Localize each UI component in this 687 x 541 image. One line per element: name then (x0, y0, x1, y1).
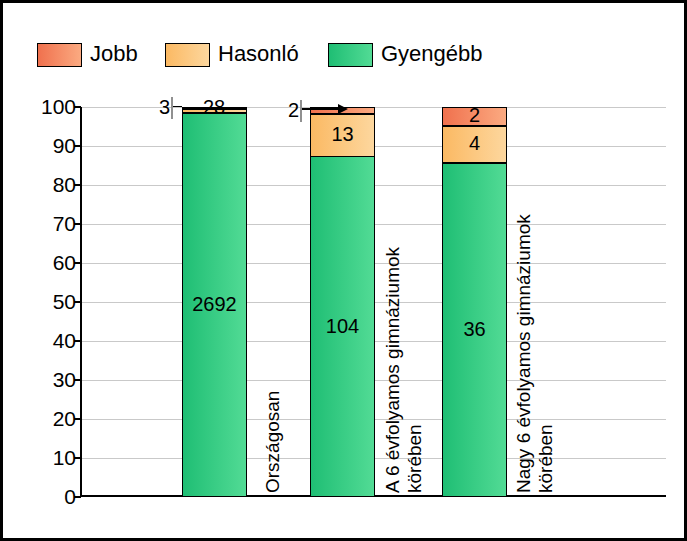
y-tick-label-90: 90 (30, 134, 76, 158)
annotation-jobb-evfolyamos6: 2 (259, 98, 299, 122)
y-tick-label-80: 80 (30, 173, 76, 197)
bar-value-jobb-2: 2 (442, 104, 507, 127)
y-tick-label-40: 40 (30, 329, 76, 353)
legend-swatch-gyengebb (328, 43, 373, 67)
bar-value-gyengébb-1: 104 (310, 315, 375, 338)
x-category-label-2: Nagy 6 évfolyamos gimnáziumokkörében (513, 214, 557, 493)
y-tick-label-100: 100 (30, 95, 76, 119)
x-category-label-0: Országosan (262, 391, 284, 493)
legend-label-jobb: Jobb (90, 41, 138, 67)
x-category-label-1: A 6 évfolyamos gimnáziumokkörében (382, 247, 426, 493)
bar-value-hasonló-1: 13 (310, 123, 375, 146)
legend-label-hasonlo: Hasonló (218, 41, 299, 67)
y-tick-label-60: 60 (30, 251, 76, 275)
y-tick-label-30: 30 (30, 368, 76, 392)
legend-swatch-jobb (37, 43, 82, 67)
y-tick-label-0: 0 (30, 485, 76, 509)
y-tick-label-50: 50 (30, 290, 76, 314)
annotation-arrow-line (302, 108, 340, 110)
annotation-tick-evfolyamos6 (300, 100, 302, 122)
y-tick-label-10: 10 (30, 446, 76, 470)
y-tick-label-70: 70 (30, 212, 76, 236)
chart-page: Jobb Hasonló Gyengébb 3 28 2 0 10 20 30 40 50… (0, 0, 687, 541)
annotation-jobb-orszagosan: 3 (130, 95, 170, 119)
annotation-tick-orszagosan (171, 97, 173, 119)
annotation-hasonlo-orszagosan: 28 (194, 95, 234, 119)
bar-value-hasonló-2: 4 (442, 132, 507, 155)
bar-value-gyengébb-0: 2692 (182, 293, 247, 316)
y-tick-label-20: 20 (30, 407, 76, 431)
annotation-arrowhead-icon (338, 104, 348, 114)
legend-label-gyengebb: Gyengébb (381, 41, 483, 67)
annotation-leader-orszagosan (173, 106, 182, 107)
bar-value-gyengébb-2: 36 (442, 318, 507, 341)
legend-swatch-hasonlo (165, 43, 210, 67)
